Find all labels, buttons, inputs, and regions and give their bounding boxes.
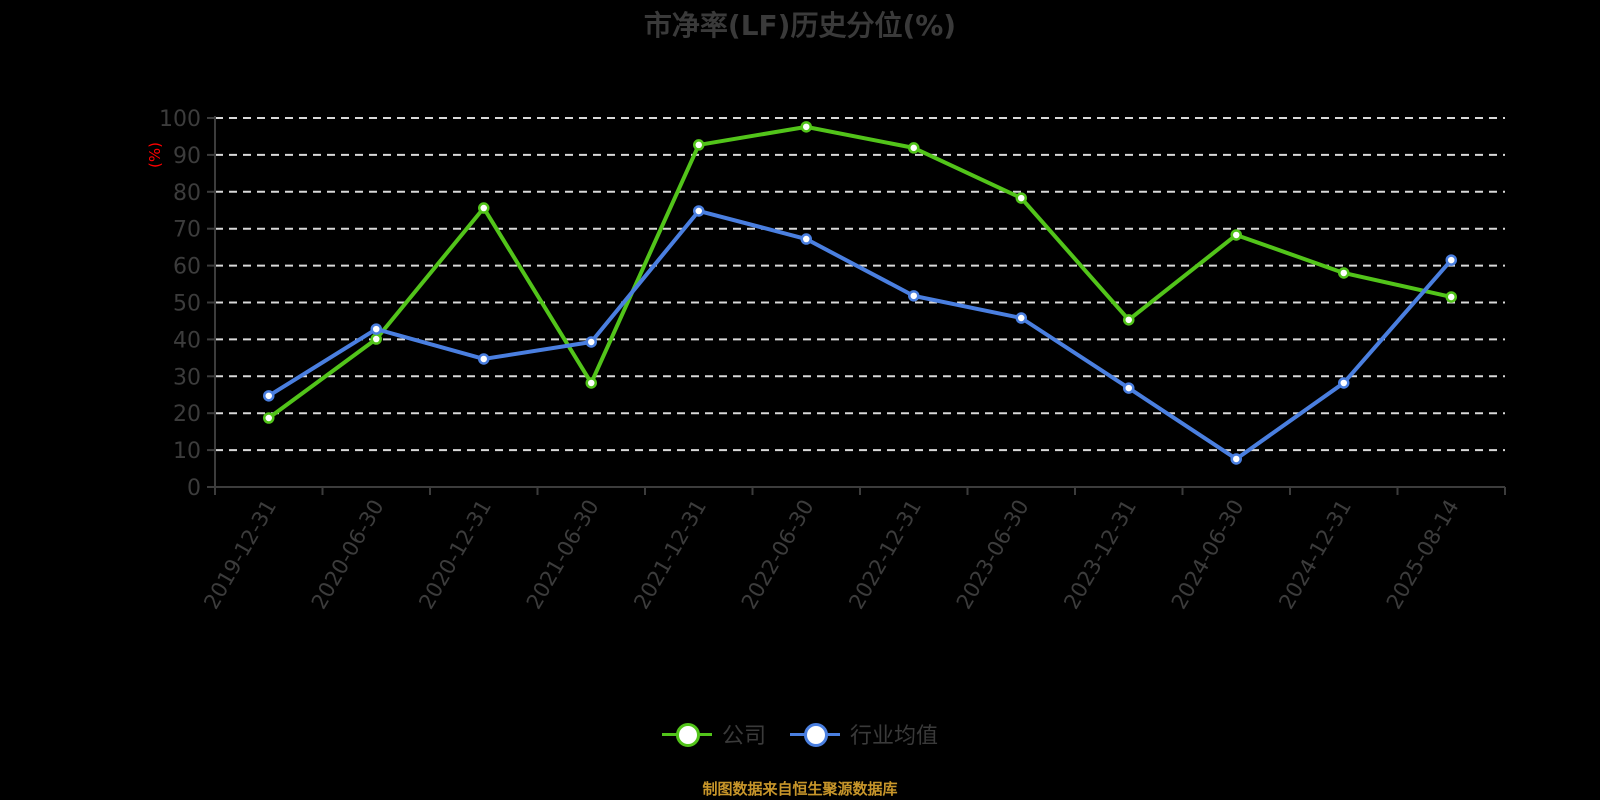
company-data-point[interactable] [1445,291,1457,303]
y-tick-label: 90 [173,144,201,169]
x-tick-label: 2022-06-30 [737,496,819,614]
industry-data-point[interactable] [1445,254,1457,266]
x-tick-label: 2025-08-14 [1382,496,1464,614]
x-axis-ticks: 2019-12-31 2020-06-30 2020-12-31 2021-06-30… [199,496,1463,614]
y-tick-label: 50 [173,292,201,317]
y-axis-ticks: 0 10 20 30 40 50 60 70 80 90 100 [159,107,201,501]
x-tick-label: 2024-12-31 [1274,496,1356,614]
y-axis-unit: (%) [146,142,164,168]
x-tick-label: 2020-12-31 [414,496,496,614]
y-tick-label: 40 [173,328,201,353]
company-series-line [267,124,1452,420]
x-tick-label: 2021-06-30 [522,496,604,614]
company-data-point[interactable] [1338,267,1350,279]
industry-data-point[interactable] [800,233,812,245]
series-lines [263,121,1457,465]
x-tick-label: 2023-12-31 [1059,496,1141,614]
company-data-point[interactable] [585,377,597,389]
y-tick-label: 100 [159,107,201,132]
legend-label-company: 公司 [721,724,766,749]
company-data-point[interactable] [908,142,920,154]
data-source-note: 制图数据来自恒生聚源数据库 [702,780,898,798]
industry-data-point[interactable] [478,353,490,365]
industry-line-marker-icon [790,722,840,747]
grid-lines [215,117,1505,452]
legend-label-industry: 行业均值 [850,724,939,749]
industry-data-point[interactable] [263,390,275,402]
x-tick-label: 2022-12-31 [844,496,926,614]
x-tick-label: 2019-12-31 [199,496,281,614]
x-tick-label: 2023-06-30 [952,496,1034,614]
company-data-point[interactable] [478,202,490,214]
industry-series-line [267,208,1453,461]
industry-data-point[interactable] [1015,312,1027,324]
legend-item-company[interactable]: 公司 [661,718,766,750]
y-tick-label: 60 [173,255,201,280]
company-data-point[interactable] [1123,314,1135,326]
x-tick-label: 2021-12-31 [629,496,711,614]
industry-data-point[interactable] [693,205,705,217]
company-data-point[interactable] [800,121,812,133]
axes [207,116,1506,495]
y-tick-label: 10 [173,439,201,464]
company-data-point[interactable] [370,333,382,345]
industry-data-point[interactable] [1338,377,1350,389]
company-data-point[interactable] [1230,229,1242,241]
y-tick-label: 70 [173,218,201,243]
industry-data-point[interactable] [585,336,597,348]
x-tick-label: 2020-06-30 [307,496,389,614]
legend: 公司 行业均值 [0,718,1600,750]
y-tick-label: 30 [173,365,201,390]
company-data-point[interactable] [693,139,705,151]
line-chart: 0 10 20 30 40 50 60 70 80 90 100 2019-12-31 2020-06… [146,107,1506,614]
industry-data-point[interactable] [1230,453,1242,465]
y-tick-label: 80 [173,181,201,206]
company-data-point[interactable] [263,412,275,424]
company-line-marker-icon [661,722,712,747]
y-tick-label: 20 [173,402,201,427]
industry-data-point[interactable] [908,290,920,302]
company-data-point[interactable] [1015,192,1027,204]
industry-data-point[interactable] [370,323,382,335]
y-tick-label: 0 [187,476,201,501]
chart-title: 市净率(LF)历史分位(%) [643,9,957,42]
industry-data-point[interactable] [1123,382,1135,394]
legend-item-industry[interactable]: 行业均值 [790,718,938,750]
x-tick-label: 2024-06-30 [1167,496,1249,614]
